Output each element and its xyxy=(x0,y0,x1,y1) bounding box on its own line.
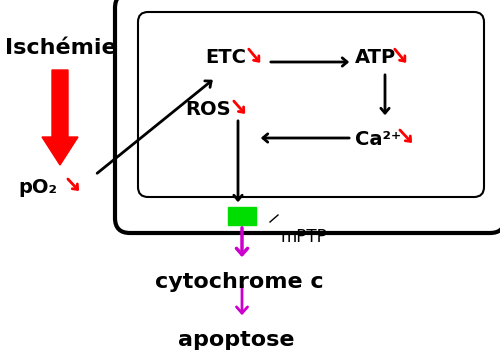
FancyBboxPatch shape xyxy=(138,12,484,197)
Text: cytochrome c: cytochrome c xyxy=(155,272,324,292)
Text: pO₂: pO₂ xyxy=(18,178,57,197)
Bar xyxy=(228,207,256,225)
Text: apoptose: apoptose xyxy=(178,330,294,350)
FancyArrow shape xyxy=(42,70,78,165)
Text: ETC: ETC xyxy=(205,48,246,67)
Text: Ischémie: Ischémie xyxy=(5,38,116,58)
Text: mPTP: mPTP xyxy=(280,228,327,246)
Text: ATP: ATP xyxy=(355,48,396,67)
FancyBboxPatch shape xyxy=(115,0,500,233)
Text: ROS: ROS xyxy=(185,100,230,119)
Text: Ca²⁺: Ca²⁺ xyxy=(355,130,401,149)
